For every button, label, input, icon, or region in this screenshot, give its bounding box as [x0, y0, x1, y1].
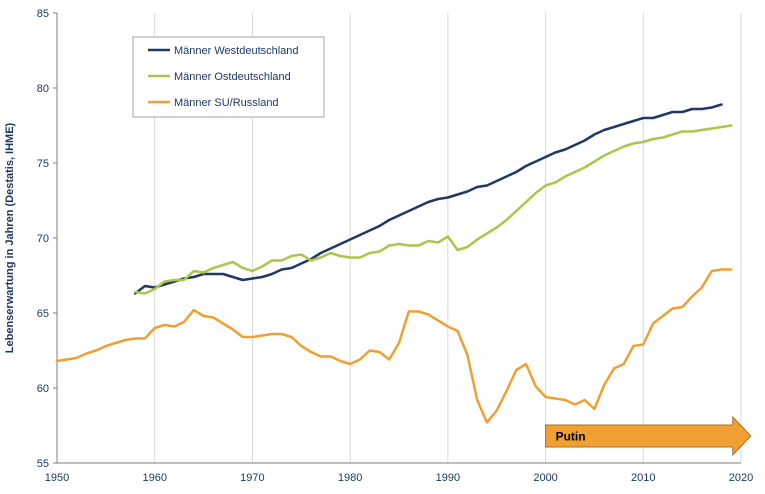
x-tick-2000: 2000 — [533, 472, 557, 484]
x-tick-2020: 2020 — [729, 472, 753, 484]
legend-label-russland: Männer SU/Russland — [174, 97, 279, 109]
putin-label: Putin — [556, 430, 586, 444]
legend-label-west: Männer Westdeutschland — [174, 45, 299, 57]
series-lines — [55, 103, 733, 424]
y-tick-60: 60 — [37, 383, 49, 395]
y-tick-85: 85 — [37, 8, 49, 20]
x-tick-1980: 1980 — [338, 472, 362, 484]
x-tick-labels: 1950 1960 1970 1980 1990 2000 2010 2020 — [45, 472, 753, 484]
y-axis-label: Lebenserwartung in Jahren (Destatis, IHM… — [4, 122, 16, 353]
y-tick-75: 75 — [37, 158, 49, 170]
x-tick-1960: 1960 — [142, 472, 166, 484]
series-line-russland — [55, 268, 733, 424]
y-tick-labels: 55 60 65 70 75 80 85 — [37, 8, 57, 470]
series-line-west — [133, 103, 723, 295]
y-tick-65: 65 — [37, 308, 49, 320]
putin-arrow-shape — [545, 415, 752, 457]
x-tick-1970: 1970 — [240, 472, 264, 484]
x-tick-1950: 1950 — [45, 472, 69, 484]
putin-annotation: Putin — [545, 415, 752, 457]
y-tick-80: 80 — [37, 83, 49, 95]
y-tick-55: 55 — [37, 458, 49, 470]
x-tick-2010: 2010 — [631, 472, 655, 484]
series-line-ost — [133, 124, 733, 295]
legend-label-ost: Männer Ostdeutschland — [174, 71, 291, 83]
y-tick-70: 70 — [37, 233, 49, 245]
x-tick-1990: 1990 — [436, 472, 460, 484]
legend: Männer Westdeutschland Männer Ostdeutschl… — [132, 36, 325, 118]
